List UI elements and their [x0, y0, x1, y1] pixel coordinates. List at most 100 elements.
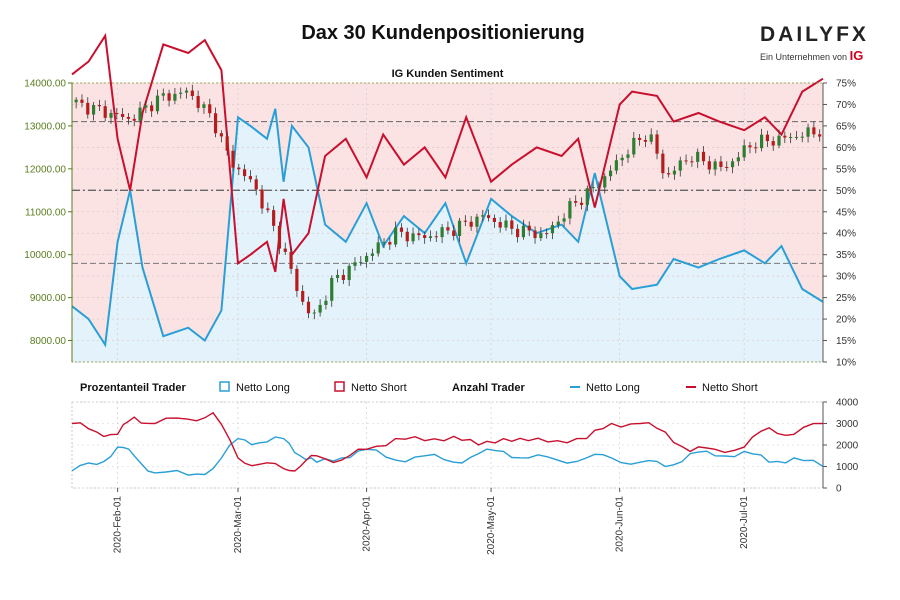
candle-body — [527, 225, 531, 231]
candle-body — [202, 104, 206, 108]
candle-body — [277, 225, 282, 249]
candle-body — [219, 133, 223, 137]
candle-body — [632, 137, 636, 155]
candle-body — [521, 225, 526, 238]
candle-body — [353, 262, 357, 266]
candle-body — [696, 151, 700, 162]
right-axis-label: 45% — [836, 207, 856, 218]
candle-body — [539, 233, 543, 239]
candle-body — [190, 90, 194, 97]
candle-body — [318, 304, 322, 313]
chart-subtitle: IG Kunden Sentiment — [392, 68, 504, 80]
candle-body — [335, 274, 340, 278]
candle-body — [492, 217, 496, 223]
candle-body — [754, 147, 758, 149]
candle-body — [388, 242, 392, 245]
candle-body — [260, 189, 264, 209]
left-axis-label: 8000.00 — [30, 336, 67, 347]
candle-body — [719, 161, 723, 167]
candle-body — [121, 113, 125, 117]
candle-body — [440, 227, 444, 238]
candle-body — [138, 107, 142, 121]
candle-body — [533, 230, 537, 239]
bottom-right-axis-label: 4000 — [836, 398, 859, 409]
right-axis-label: 60% — [836, 143, 856, 154]
candle-body — [248, 176, 253, 180]
bottom-right-axis-label: 2000 — [836, 441, 859, 452]
long-percent-line — [71, 108, 824, 348]
candle-body — [498, 222, 502, 228]
candle-body — [428, 236, 433, 239]
candle-body — [759, 134, 764, 149]
legend-long-count-label: Netto Long — [586, 382, 640, 394]
right-axis-label: 75% — [836, 79, 856, 90]
right-axis-label: 25% — [836, 293, 856, 304]
candle-body — [237, 167, 241, 170]
candle-body — [655, 134, 659, 154]
candle-body — [184, 90, 189, 93]
candle-body — [289, 251, 293, 269]
x-axis-label: 2020-Apr-01 — [362, 496, 373, 552]
candle-body — [649, 134, 653, 142]
right-axis-label: 10% — [836, 358, 856, 369]
candle-body — [638, 137, 642, 140]
candle-body — [608, 170, 613, 177]
candle-body — [545, 233, 549, 235]
candle-body — [161, 93, 165, 96]
candle-body — [115, 112, 119, 114]
candle-body — [481, 215, 485, 217]
right-axis-label: 70% — [836, 100, 856, 111]
candle-body — [707, 161, 711, 170]
candle-body — [603, 176, 607, 188]
dailyfx-logo: DAILYFX Ein Unternehmen von IG — [760, 23, 870, 63]
candle-body — [399, 227, 404, 232]
candle-body — [672, 170, 677, 175]
candle-body — [376, 242, 380, 254]
candle-body — [173, 93, 177, 101]
candle-body — [643, 139, 648, 142]
candle-body — [626, 154, 630, 158]
long-count-line — [71, 436, 824, 476]
candle-body — [382, 242, 386, 244]
right-axis-label: 20% — [836, 315, 856, 326]
x-axis-label: 2020-Jul-01 — [739, 496, 750, 549]
right-axis-label: 55% — [836, 164, 856, 175]
candle-body — [556, 221, 560, 226]
candle-body — [667, 173, 671, 175]
candle-body — [748, 145, 752, 148]
legend-group-percent: Prozentanteil Trader — [80, 382, 186, 394]
candle-body — [777, 135, 781, 146]
left-axis-label: 9000.00 — [30, 293, 67, 304]
candle-body — [283, 248, 287, 252]
bottom-right-axis-label: 0 — [836, 484, 842, 495]
candle-body — [701, 151, 706, 162]
right-axis-label: 40% — [836, 229, 856, 240]
candle-body — [678, 160, 682, 171]
candle-body — [80, 99, 84, 103]
candle-body — [266, 208, 270, 211]
long-area-fill — [72, 108, 823, 362]
right-axis-label: 35% — [836, 250, 856, 261]
candle-body — [486, 215, 491, 218]
candle-body — [91, 104, 96, 115]
candle-body — [347, 265, 351, 281]
candle-body — [446, 227, 450, 231]
candle-body — [394, 227, 398, 245]
candle-body — [272, 210, 276, 226]
candle-body — [800, 136, 804, 138]
x-axis-label: 2020-Jun-01 — [615, 496, 626, 553]
candle-body — [789, 137, 793, 139]
candle-body — [231, 150, 235, 168]
candle-body — [370, 253, 374, 256]
candle-body — [690, 161, 694, 163]
candle-body — [736, 157, 740, 162]
candle-body — [562, 218, 566, 222]
candle-body — [510, 220, 514, 229]
candle-body — [504, 220, 508, 228]
logo-subline: Ein Unternehmen von IG — [760, 48, 870, 63]
candle-body — [324, 300, 328, 305]
candle-body — [550, 225, 555, 234]
candle-body — [579, 202, 584, 205]
candle-body — [359, 261, 363, 263]
chart-title: Dax 30 Kundenpositionierung — [301, 22, 585, 44]
